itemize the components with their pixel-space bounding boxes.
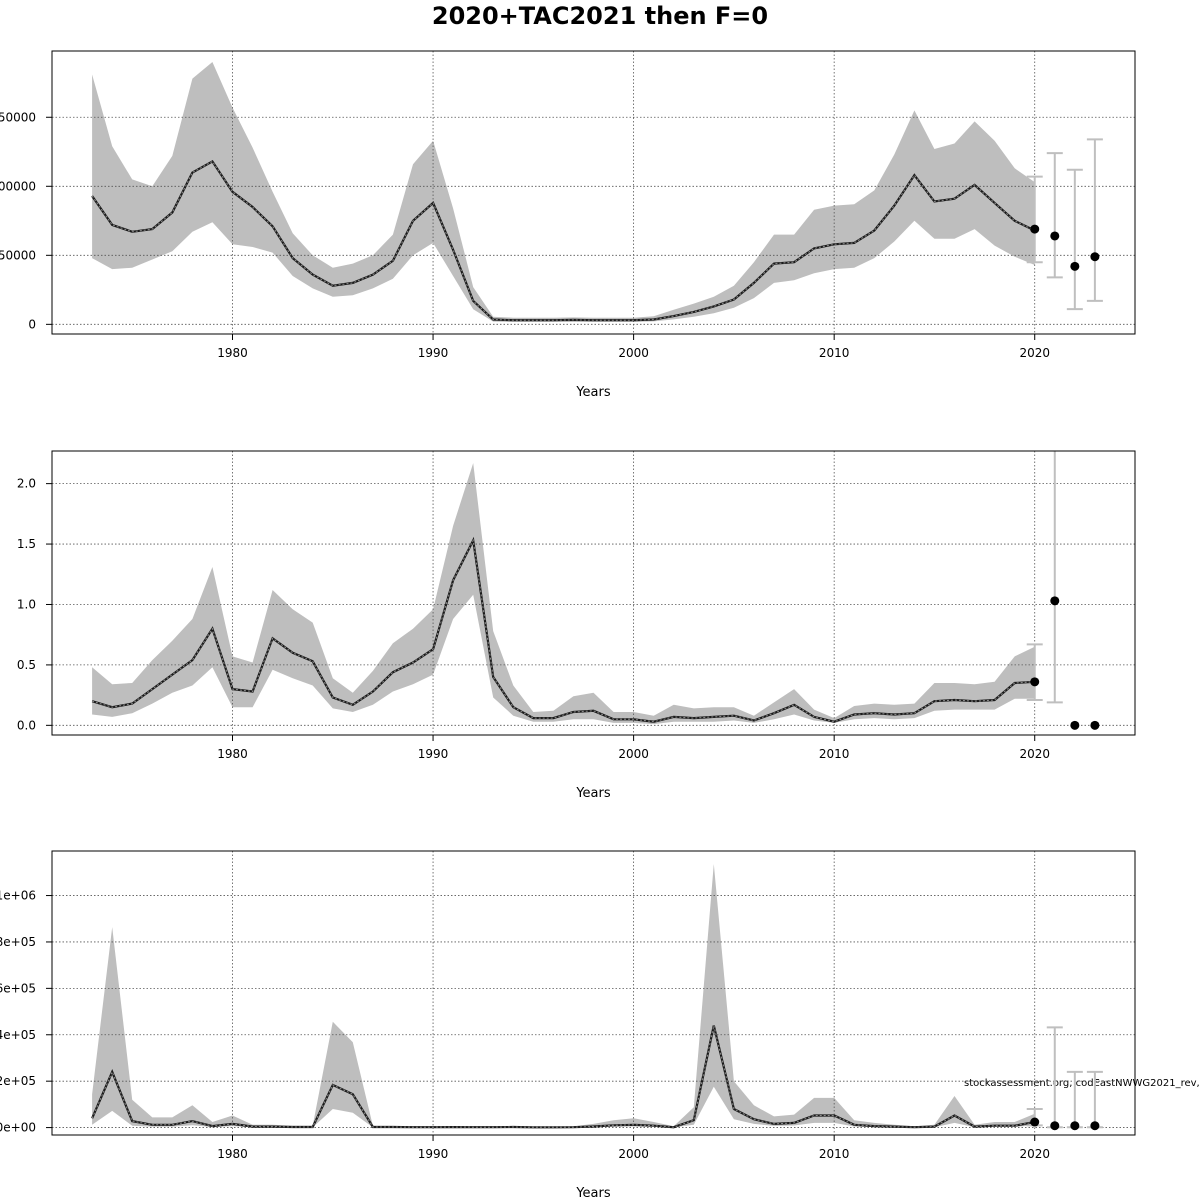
plot-frame: [51, 450, 1136, 736]
panel-ssb: 1980 1990 2000 2010 2020 0 50000 100000 150000 Ye…: [0, 50, 1136, 400]
y-tick-label: 2.0: [17, 477, 36, 491]
x-axis-label: Years: [575, 786, 611, 801]
x-tick-label: 2000: [618, 346, 649, 360]
estimate-line-dotted: [91, 538, 1035, 723]
x-tick-label: 2010: [819, 747, 850, 761]
y-tick-label: 0.0: [17, 718, 36, 732]
projection-point: [1030, 677, 1040, 687]
figure-title: 2020+TAC2021 then F=0: [432, 2, 768, 30]
projection-point: [1050, 596, 1060, 606]
y-tick-label: 0.5: [17, 658, 36, 672]
y-tick-label: 1.0: [17, 597, 36, 611]
projection-point: [1070, 1121, 1080, 1131]
y-tick-label: 0e+00: [0, 1121, 36, 1135]
plot-area: [52, 451, 1135, 735]
panel-fishing-mortality: 1980 1990 2000 2010 2020 0.0 0.5 1.0 1.5 2.0 Years: [17, 450, 1136, 801]
x-tick-label: 1990: [418, 346, 449, 360]
x-axis-label: Years: [575, 1186, 611, 1200]
footnote: stockassessment.org, codEastNWWG2021_rev…: [964, 1078, 1200, 1089]
projection-point: [1070, 261, 1080, 271]
x-tick-label: 1980: [217, 747, 248, 761]
y-tick-label: 2e+05: [0, 1074, 36, 1088]
y-tick-label: 6e+05: [0, 981, 36, 995]
projection-point: [1050, 231, 1060, 241]
projection-point: [1090, 720, 1100, 730]
estimate-line-dotted: [91, 1025, 1035, 1128]
x-tick-label: 2010: [819, 1147, 850, 1161]
projection-point: [1050, 1121, 1060, 1131]
estimate-line-dotted: [91, 160, 1035, 321]
x-tick-label: 1990: [418, 1147, 449, 1161]
plot-area: [52, 851, 1135, 1135]
confidence-band: [92, 62, 1035, 322]
estimate-line: [91, 1025, 1035, 1129]
confidence-band: [92, 864, 1035, 1128]
y-tick-label: 8e+05: [0, 935, 36, 949]
projection-point: [1030, 1117, 1040, 1127]
projection-point: [1090, 252, 1100, 262]
y-tick-label: 4e+05: [0, 1028, 36, 1042]
plot-area: [52, 51, 1135, 334]
y-tick-label: 1.5: [17, 537, 36, 551]
plot-frame: [51, 50, 1136, 335]
x-tick-label: 1980: [217, 346, 248, 360]
projection-point: [1070, 720, 1080, 730]
x-tick-label: 2020: [1019, 747, 1050, 761]
projection-point: [1090, 1121, 1100, 1131]
x-tick-label: 2000: [618, 1147, 649, 1161]
y-tick-label: 50000: [0, 248, 36, 262]
x-axis-label: Years: [575, 385, 611, 400]
panel-recruitment: 1980 1990 2000 2010 2020 0e+00 2e+05 4e+05 6e+05…: [0, 850, 1136, 1200]
x-tick-label: 2020: [1019, 346, 1050, 360]
projection-point: [1030, 224, 1040, 234]
y-tick-label: 1e+06: [0, 889, 36, 903]
x-tick-label: 2010: [819, 346, 850, 360]
x-tick-label: 2020: [1019, 1147, 1050, 1161]
x-tick-label: 1980: [217, 1147, 248, 1161]
y-tick-label: 0: [28, 317, 36, 331]
x-tick-label: 1990: [418, 747, 449, 761]
confidence-band: [92, 463, 1035, 725]
y-tick-label: 100000: [0, 179, 36, 193]
x-tick-label: 2000: [618, 747, 649, 761]
plot-frame: [51, 850, 1136, 1136]
y-tick-label: 150000: [0, 110, 36, 124]
